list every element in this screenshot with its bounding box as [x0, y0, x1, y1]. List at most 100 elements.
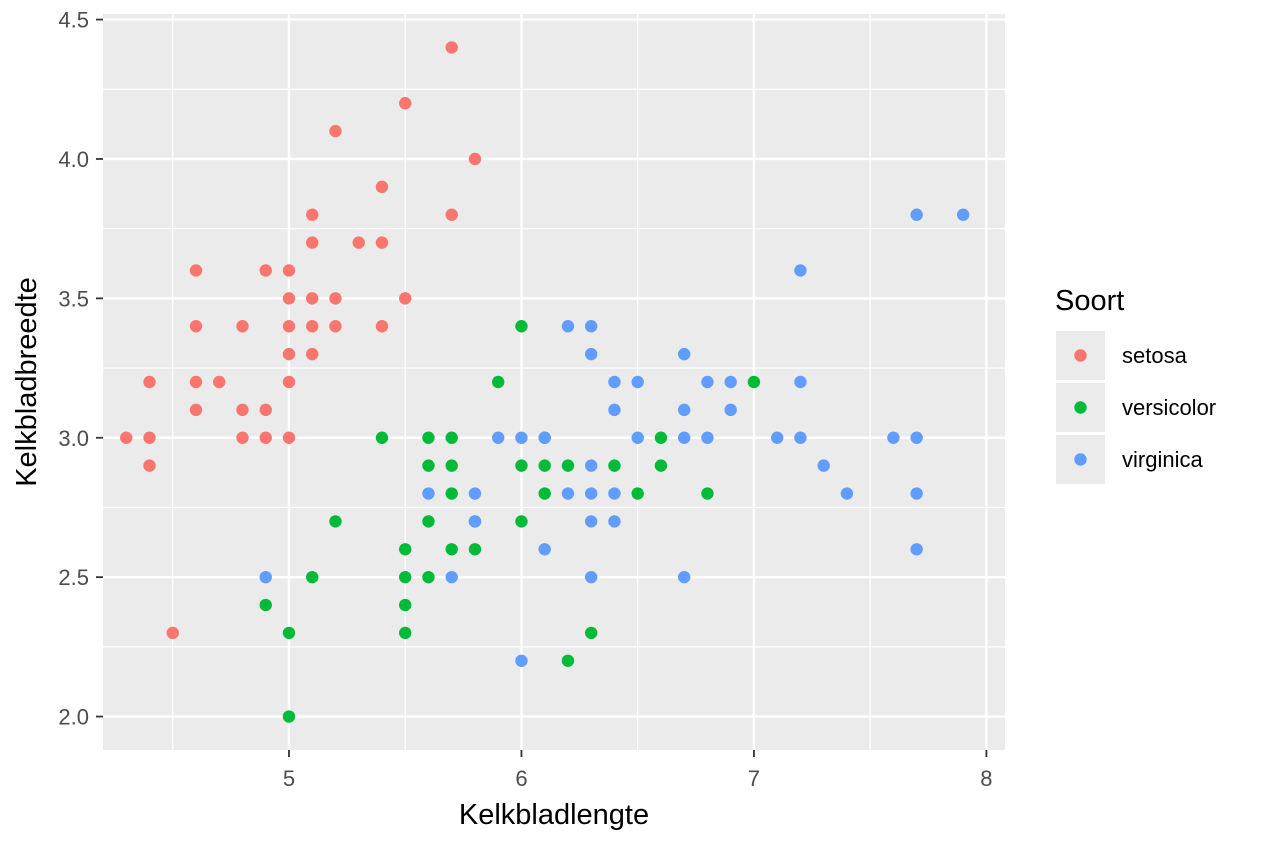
y-tick-label: 2.0	[58, 705, 89, 730]
versicolor-point	[422, 570, 435, 584]
versicolor-point	[399, 543, 412, 556]
setosa-point	[399, 292, 412, 305]
setosa-point	[259, 403, 272, 417]
versicolor-point	[538, 459, 551, 472]
virginica-point	[561, 320, 575, 333]
virginica-legend-key	[1074, 453, 1087, 466]
virginica-point	[817, 459, 830, 472]
setosa-point	[236, 403, 249, 417]
virginica-point	[910, 431, 923, 444]
versicolor-point	[329, 515, 342, 528]
versicolor-point	[445, 487, 458, 500]
virginica-point	[608, 403, 621, 417]
virginica-point	[608, 375, 621, 389]
y-tick-label: 4.5	[58, 8, 89, 33]
setosa-point	[375, 180, 389, 194]
versicolor-point	[445, 431, 458, 444]
setosa-point	[399, 97, 412, 110]
versicolor-point	[399, 570, 412, 584]
versicolor-point	[282, 626, 296, 640]
setosa-point	[306, 236, 319, 249]
legend-title: Soort	[1055, 285, 1124, 317]
setosa-point	[445, 208, 458, 221]
virginica-point	[492, 431, 505, 444]
versicolor-legend-key	[1074, 401, 1087, 414]
setosa-point	[375, 320, 389, 333]
setosa-point	[282, 375, 296, 389]
legend-label-setosa: setosa	[1122, 343, 1188, 368]
setosa-point	[282, 264, 296, 277]
virginica-point	[584, 487, 598, 500]
versicolor-point	[399, 598, 412, 612]
versicolor-point	[306, 570, 319, 584]
y-tick-label: 2.5	[58, 565, 89, 590]
virginica-point	[538, 431, 551, 444]
x-axis: 5 6 7 8	[283, 750, 993, 791]
versicolor-point	[631, 487, 644, 500]
virginica-point	[584, 570, 598, 584]
data-points	[120, 41, 970, 723]
versicolor-point	[468, 543, 482, 556]
setosa-point	[189, 403, 203, 417]
virginica-point	[608, 515, 621, 528]
virginica-point	[724, 375, 737, 389]
versicolor-point	[608, 459, 621, 472]
versicolor-point	[515, 320, 528, 333]
virginica-point	[677, 570, 691, 584]
virginica-point	[910, 543, 923, 556]
versicolor-point	[561, 654, 575, 667]
setosa-point	[120, 431, 133, 444]
versicolor-point	[259, 598, 272, 612]
virginica-point	[631, 375, 644, 389]
setosa-point	[445, 41, 458, 54]
virginica-point	[584, 347, 598, 361]
versicolor-point	[422, 459, 435, 472]
versicolor-point	[492, 375, 505, 389]
virginica-point	[584, 320, 598, 333]
virginica-point	[910, 208, 923, 221]
setosa-point	[282, 431, 296, 444]
setosa-point	[189, 320, 203, 333]
virginica-point	[677, 431, 691, 444]
setosa-point	[236, 431, 249, 444]
setosa-point	[213, 375, 226, 389]
versicolor-point	[422, 431, 435, 444]
versicolor-point	[399, 626, 412, 640]
virginica-point	[770, 431, 784, 444]
virginica-point	[724, 403, 737, 417]
y-axis: 2.0 2.5 3.0 3.5 4.0 4.5	[58, 8, 103, 730]
y-tick-label: 4.0	[58, 147, 89, 172]
setosa-point	[306, 347, 319, 361]
versicolor-point	[515, 459, 528, 472]
versicolor-point	[584, 626, 598, 640]
legend-label-virginica: virginica	[1122, 447, 1203, 472]
setosa-point	[236, 320, 249, 333]
y-axis-title: Kelkbladbreedte	[11, 277, 43, 487]
versicolor-point	[515, 515, 528, 528]
setosa-point	[329, 320, 342, 333]
virginica-point	[468, 515, 482, 528]
virginica-point	[538, 543, 551, 556]
versicolor-point	[701, 487, 714, 500]
virginica-point	[584, 515, 598, 528]
versicolor-point	[654, 459, 668, 472]
legend-label-versicolor: versicolor	[1122, 395, 1216, 420]
versicolor-point	[538, 487, 551, 500]
versicolor-point	[445, 459, 458, 472]
virginica-point	[584, 459, 598, 472]
setosa-point	[259, 264, 272, 277]
setosa-point	[282, 347, 296, 361]
setosa-point	[306, 320, 319, 333]
virginica-point	[445, 570, 458, 584]
virginica-point	[677, 403, 691, 417]
virginica-point	[840, 487, 854, 500]
setosa-point	[375, 236, 389, 249]
setosa-point	[143, 375, 156, 389]
setosa-legend-key	[1074, 349, 1087, 362]
virginica-point	[677, 347, 691, 361]
versicolor-point	[282, 710, 296, 723]
setosa-point	[143, 459, 156, 472]
virginica-point	[701, 375, 714, 389]
setosa-point	[189, 375, 203, 389]
